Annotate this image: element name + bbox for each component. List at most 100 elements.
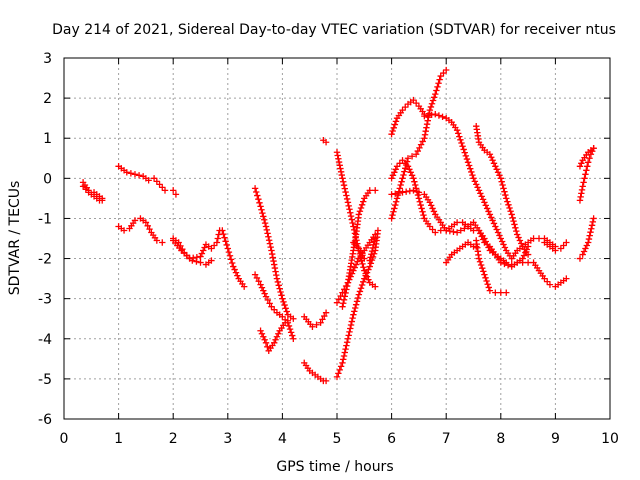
series-track-18	[350, 235, 379, 264]
data-point	[228, 259, 236, 267]
data-point	[430, 94, 438, 101]
data-point	[343, 282, 351, 290]
data-point	[518, 240, 525, 247]
data-point	[340, 296, 348, 304]
data-point	[131, 217, 139, 224]
data-point	[273, 271, 280, 279]
data-point	[389, 172, 397, 179]
data-point	[219, 227, 226, 234]
data-point	[339, 359, 346, 367]
data-point	[363, 269, 371, 276]
data-point	[360, 198, 367, 205]
data-point	[337, 168, 345, 176]
data-point	[261, 216, 268, 223]
data-point	[258, 284, 266, 291]
data-point	[322, 309, 330, 316]
data-point	[416, 144, 423, 152]
data-point	[344, 335, 352, 342]
data-point	[461, 225, 468, 232]
data-point	[419, 208, 426, 215]
data-point	[470, 227, 477, 234]
data-point	[120, 227, 128, 234]
data-point	[286, 325, 294, 333]
data-point	[432, 110, 439, 118]
data-point	[450, 228, 457, 236]
data-point	[408, 153, 416, 160]
data-point	[200, 247, 207, 254]
data-points	[79, 66, 597, 385]
data-point	[268, 250, 276, 258]
data-point	[422, 128, 429, 135]
data-point	[420, 211, 427, 219]
data-point	[322, 377, 330, 385]
data-point	[349, 219, 356, 227]
data-point	[417, 141, 425, 148]
data-point	[388, 191, 395, 198]
data-point	[340, 352, 348, 360]
data-point	[214, 235, 221, 242]
data-point	[455, 130, 462, 137]
data-point	[220, 230, 227, 238]
data-point	[418, 205, 425, 212]
data-point	[290, 335, 297, 342]
data-point	[153, 237, 161, 244]
data-point	[585, 235, 593, 243]
data-point	[583, 242, 590, 249]
data-point	[309, 323, 316, 330]
data-point	[578, 190, 585, 197]
data-point	[563, 275, 570, 282]
grid-lines	[64, 58, 610, 419]
data-point	[430, 208, 438, 215]
data-point	[347, 321, 355, 329]
data-point	[338, 171, 345, 179]
data-point	[486, 287, 494, 294]
data-point	[513, 259, 521, 266]
data-point	[208, 257, 215, 264]
data-point	[479, 264, 486, 272]
data-point	[482, 238, 489, 245]
data-point	[506, 204, 513, 212]
x-tick-label: 1	[114, 431, 123, 447]
data-point	[496, 172, 503, 179]
series-track-17	[339, 187, 379, 310]
data-point	[263, 226, 270, 234]
data-point	[576, 197, 584, 204]
data-point	[459, 143, 466, 150]
data-point	[501, 244, 509, 251]
data-point	[436, 76, 443, 83]
data-point	[493, 166, 500, 173]
data-point	[530, 235, 537, 242]
data-point	[480, 268, 487, 275]
series-track-20	[388, 66, 450, 222]
data-point	[483, 205, 491, 212]
data-point	[264, 343, 271, 350]
data-point	[197, 253, 204, 260]
data-point	[322, 139, 330, 146]
data-point	[213, 239, 221, 246]
data-point	[498, 178, 505, 185]
data-point	[348, 318, 356, 325]
data-point	[372, 283, 379, 290]
y-tick-label: -2	[38, 252, 52, 268]
data-point	[500, 241, 507, 248]
x-tick-label: 2	[169, 431, 178, 447]
data-point	[576, 163, 584, 170]
data-point	[500, 185, 507, 192]
data-point	[428, 100, 436, 107]
data-point	[463, 155, 471, 163]
data-point	[399, 189, 406, 196]
data-point	[512, 224, 519, 232]
data-point	[343, 195, 351, 203]
data-point	[391, 205, 398, 212]
data-point	[260, 213, 267, 220]
series-track-7	[170, 227, 248, 290]
data-point	[262, 339, 270, 346]
data-point	[467, 165, 474, 172]
data-point	[285, 322, 293, 330]
data-point	[497, 175, 504, 182]
data-point	[397, 181, 404, 189]
data-point	[341, 349, 348, 356]
data-point	[361, 275, 368, 282]
data-point	[270, 257, 277, 265]
data-point	[404, 155, 412, 162]
